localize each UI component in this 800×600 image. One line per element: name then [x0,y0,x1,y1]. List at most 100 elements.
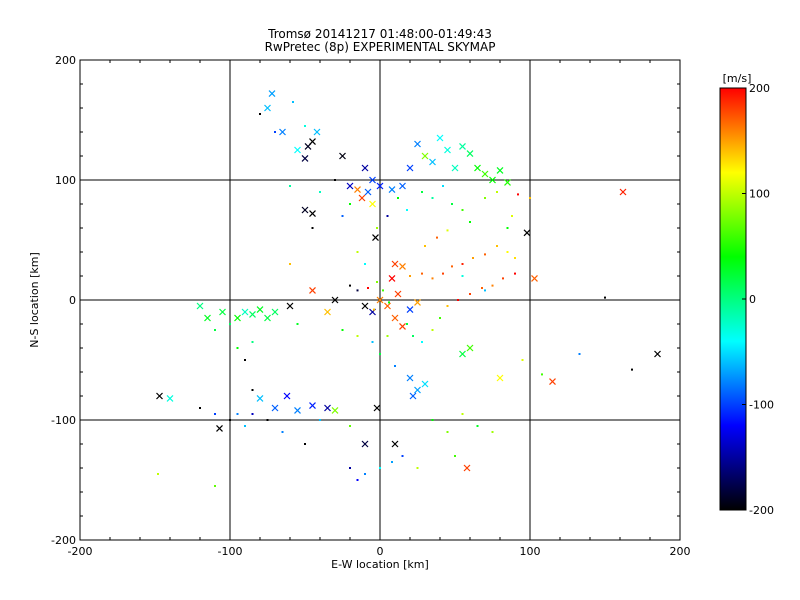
x-marker-point-62 [264,314,271,322]
x-marker-point-39 [394,290,402,298]
dot-marker-point-27 [529,197,531,199]
dot-marker-point-106 [436,236,438,239]
dot-marker-point-42 [367,287,369,289]
dot-marker-point-24 [496,191,498,193]
y-tick-label-4: 200 [55,54,76,67]
dot-marker-point-74 [244,425,246,427]
y-axis-label: N-S location [km] [28,252,41,348]
x-marker-point-3 [294,146,301,154]
x-marker-point-50 [309,286,316,294]
x-marker-point-77 [406,374,414,382]
dot-marker-point-4 [289,185,291,187]
dot-marker-point-75 [251,413,254,415]
x-marker-point-54 [286,302,294,310]
x-marker-point-86 [463,464,471,472]
x-marker-point-42 [361,302,369,310]
dot-marker-point-99 [541,373,543,376]
dot-marker-point-70 [199,407,201,409]
dot-marker-point-15 [397,197,399,199]
x-marker-point-51 [523,229,531,237]
dot-marker-point-77 [281,431,284,433]
x-marker-point-8 [339,152,346,160]
x-marker-point-14 [369,200,376,208]
dot-marker-point-49 [421,341,423,343]
x-marker-point-12 [358,194,366,202]
dot-marker-point-30 [421,272,423,275]
dot-marker-point-64 [394,365,396,367]
dot-marker-point-98 [578,353,581,355]
dot-marker-point-22 [469,221,471,223]
dot-marker-point-31 [431,277,434,280]
x-marker-point-41 [384,302,391,310]
x-marker-point-5 [309,138,316,146]
x-marker-point-53 [619,188,627,196]
colorbar-tick-label-1: 100 [749,188,770,201]
y-tick-label-3: 100 [55,174,76,187]
x-tick-label-1: -100 [218,545,243,558]
dot-marker-point-16 [406,209,408,211]
y-tick-label-2: 0 [69,294,76,307]
x-marker-point-78 [414,386,421,394]
dot-marker-point-86 [416,467,419,469]
dot-marker-point-52 [446,305,449,307]
x-marker-point-36 [391,260,399,268]
x-marker-point-75 [373,404,381,412]
dot-marker-point-58 [514,272,516,275]
x-marker-point-37 [399,262,406,270]
dot-marker-point-56 [491,284,494,287]
x-marker-point-29 [459,142,466,150]
dot-marker-point-38 [506,251,509,253]
x-marker-point-33 [489,176,496,184]
y-tick-label-1: -100 [51,414,76,427]
x-marker-point-84 [549,378,556,386]
x-marker-point-79 [409,392,417,400]
dot-marker-point-36 [484,253,486,256]
dot-marker-point-83 [379,467,381,469]
dot-marker-point-78 [304,443,306,445]
dot-marker-point-55 [481,287,483,289]
x-marker-point-83 [496,374,504,382]
colorbar-tick-label-2: 0 [749,293,756,306]
dot-marker-point-14 [386,215,389,217]
dot-marker-point-76 [266,419,269,421]
dot-marker-point-11 [364,263,366,265]
dot-marker-point-88 [446,431,449,433]
dot-marker-point-7 [349,203,351,205]
data-points [156,90,661,487]
x-marker-point-40 [376,296,384,304]
dot-marker-point-69 [251,341,254,343]
x-marker-point-6 [301,154,309,162]
dot-marker-point-1 [274,131,276,133]
x-marker-point-45 [399,322,406,330]
dot-marker-point-32 [442,272,444,275]
x-marker-point-67 [256,394,264,402]
x-marker-point-68 [271,404,279,412]
x-marker-point-23 [414,140,421,148]
x-marker-point-24 [421,152,429,160]
dot-marker-point-45 [388,301,390,304]
dot-marker-point-68 [236,347,239,349]
x-marker-point-7 [313,128,321,136]
dot-marker-point-84 [391,461,393,463]
dot-marker-point-79 [319,419,321,421]
colorbar-ticks: 200 100 0 -100 -200 [742,82,774,517]
x-marker-point-64 [166,394,174,402]
x-marker-point-74 [361,440,369,448]
x-marker-point-72 [324,404,331,412]
x-marker-point-52 [531,274,538,282]
x-marker-point-35 [504,178,511,186]
dot-marker-point-102 [251,389,254,391]
x-marker-point-76 [391,440,399,448]
dot-marker-point-59 [386,335,389,337]
x-marker-point-2 [279,128,286,136]
colorbar-tick-label-0: 200 [749,82,770,95]
x-marker-point-31 [474,164,481,172]
dot-marker-point-100 [521,359,524,361]
x-marker-point-44 [391,314,399,322]
x-tick-label-0: -200 [68,545,93,558]
x-marker-point-27 [444,146,451,154]
dot-marker-point-87 [431,419,434,421]
x-marker-point-81 [459,350,466,358]
dot-marker-point-54 [469,293,471,295]
